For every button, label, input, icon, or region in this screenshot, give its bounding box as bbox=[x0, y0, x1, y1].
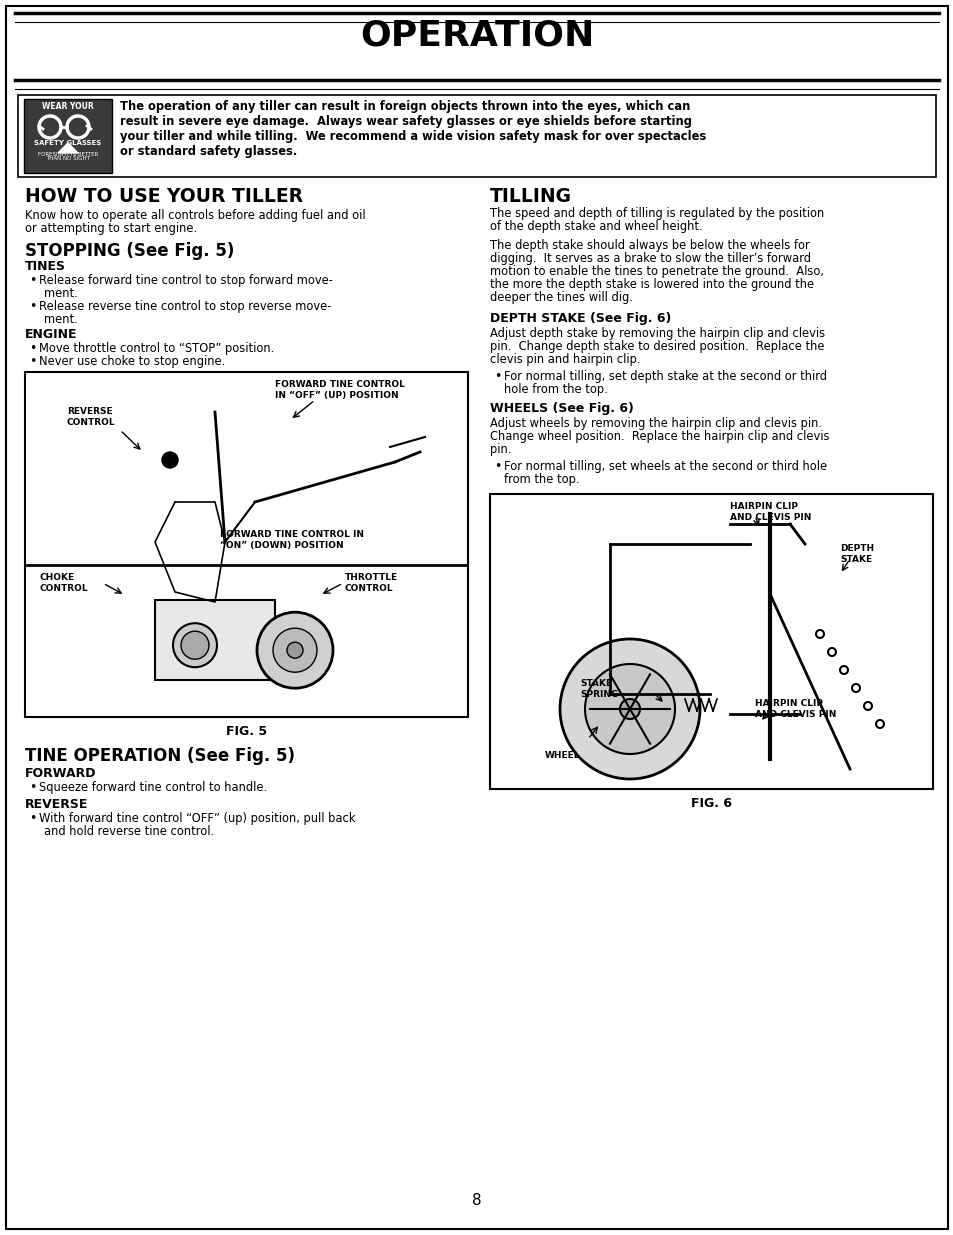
Text: result in severe eye damage.  Always wear safety glasses or eye shields before s: result in severe eye damage. Always wear… bbox=[120, 115, 691, 128]
Text: STOPPING (See Fig. 5): STOPPING (See Fig. 5) bbox=[25, 242, 234, 261]
Text: •: • bbox=[29, 274, 36, 287]
Text: motion to enable the tines to penetrate the ground.  Also,: motion to enable the tines to penetrate … bbox=[490, 266, 823, 278]
Circle shape bbox=[181, 631, 209, 659]
Text: STAKE
SPRING: STAKE SPRING bbox=[579, 679, 618, 699]
Text: FORESIGHT IS BETTER: FORESIGHT IS BETTER bbox=[38, 152, 98, 157]
Text: from the top.: from the top. bbox=[503, 473, 578, 487]
Text: •: • bbox=[29, 342, 36, 354]
Text: hole from the top.: hole from the top. bbox=[503, 383, 607, 396]
Circle shape bbox=[162, 452, 178, 468]
Text: For normal tilling, set depth stake at the second or third: For normal tilling, set depth stake at t… bbox=[503, 370, 826, 383]
Text: •: • bbox=[29, 811, 36, 825]
Text: •: • bbox=[29, 300, 36, 312]
Circle shape bbox=[619, 699, 639, 719]
Text: Know how to operate all controls before adding fuel and oil: Know how to operate all controls before … bbox=[25, 209, 365, 222]
Text: Never use choke to stop engine.: Never use choke to stop engine. bbox=[39, 354, 225, 368]
Text: •: • bbox=[29, 781, 36, 794]
Text: OPERATION: OPERATION bbox=[359, 19, 594, 52]
FancyBboxPatch shape bbox=[490, 494, 932, 789]
Circle shape bbox=[559, 638, 700, 779]
Text: DEPTH STAKE (See Fig. 6): DEPTH STAKE (See Fig. 6) bbox=[490, 312, 671, 325]
Circle shape bbox=[287, 642, 303, 658]
Text: or standard safety glasses.: or standard safety glasses. bbox=[120, 144, 297, 158]
FancyBboxPatch shape bbox=[154, 600, 274, 680]
Text: digging.  It serves as a brake to slow the tiller’s forward: digging. It serves as a brake to slow th… bbox=[490, 252, 810, 266]
Text: With forward tine control “OFF” (up) position, pull back: With forward tine control “OFF” (up) pos… bbox=[39, 811, 355, 825]
Circle shape bbox=[273, 629, 316, 672]
Text: pin.  Change depth stake to desired position.  Replace the: pin. Change depth stake to desired posit… bbox=[490, 340, 823, 353]
Text: 8: 8 bbox=[472, 1193, 481, 1208]
Circle shape bbox=[42, 119, 58, 135]
Text: CHOKE
CONTROL: CHOKE CONTROL bbox=[40, 573, 89, 593]
Text: your tiller and while tilling.  We recommend a wide vision safety mask for over : your tiller and while tilling. We recomm… bbox=[120, 130, 705, 143]
Text: The operation of any tiller can result in foreign objects thrown into the eyes, : The operation of any tiller can result i… bbox=[120, 100, 690, 112]
FancyBboxPatch shape bbox=[18, 95, 935, 177]
FancyBboxPatch shape bbox=[24, 99, 112, 173]
Text: FIG. 5: FIG. 5 bbox=[226, 725, 267, 739]
Circle shape bbox=[172, 624, 216, 667]
Text: Release reverse tine control to stop reverse move-: Release reverse tine control to stop rev… bbox=[39, 300, 331, 312]
Text: Adjust wheels by removing the hairpin clip and clevis pin.: Adjust wheels by removing the hairpin cl… bbox=[490, 417, 821, 430]
Text: Release forward tine control to stop forward move-: Release forward tine control to stop for… bbox=[39, 274, 333, 287]
Text: THAN NO SIGHT: THAN NO SIGHT bbox=[46, 156, 90, 161]
Text: TILLING: TILLING bbox=[490, 186, 572, 206]
Text: deeper the tines will dig.: deeper the tines will dig. bbox=[490, 291, 632, 304]
Text: •: • bbox=[29, 354, 36, 368]
Text: FORWARD: FORWARD bbox=[25, 767, 96, 781]
Text: The speed and depth of tilling is regulated by the position: The speed and depth of tilling is regula… bbox=[490, 207, 823, 220]
FancyBboxPatch shape bbox=[25, 372, 468, 718]
Text: FORWARD TINE CONTROL
IN “OFF” (UP) POSITION: FORWARD TINE CONTROL IN “OFF” (UP) POSIT… bbox=[274, 380, 404, 400]
Text: REVERSE
CONTROL: REVERSE CONTROL bbox=[67, 408, 115, 427]
Text: Squeeze forward tine control to handle.: Squeeze forward tine control to handle. bbox=[39, 781, 267, 794]
Text: Change wheel position.  Replace the hairpin clip and clevis: Change wheel position. Replace the hairp… bbox=[490, 430, 828, 443]
Circle shape bbox=[70, 119, 86, 135]
Text: DEPTH
STAKE: DEPTH STAKE bbox=[840, 543, 873, 564]
Text: •: • bbox=[494, 459, 501, 473]
Circle shape bbox=[256, 613, 333, 688]
Text: of the depth stake and wheel height.: of the depth stake and wheel height. bbox=[490, 220, 702, 233]
Text: and hold reverse tine control.: and hold reverse tine control. bbox=[44, 825, 213, 839]
Text: Move throttle control to “STOP” position.: Move throttle control to “STOP” position… bbox=[39, 342, 274, 354]
Text: The depth stake should always be below the wheels for: The depth stake should always be below t… bbox=[490, 240, 809, 252]
Text: TINES: TINES bbox=[25, 261, 66, 273]
Text: For normal tilling, set wheels at the second or third hole: For normal tilling, set wheels at the se… bbox=[503, 459, 826, 473]
Text: REVERSE: REVERSE bbox=[25, 798, 89, 811]
Circle shape bbox=[584, 664, 675, 755]
Text: HOW TO USE YOUR TILLER: HOW TO USE YOUR TILLER bbox=[25, 186, 303, 206]
Text: ENGINE: ENGINE bbox=[25, 329, 77, 341]
Text: ment.: ment. bbox=[44, 287, 77, 300]
Text: HAIRPIN CLIP
AND CLEVIS PIN: HAIRPIN CLIP AND CLEVIS PIN bbox=[729, 501, 810, 522]
Text: WHEELS (See Fig. 6): WHEELS (See Fig. 6) bbox=[490, 403, 633, 415]
Text: TINE OPERATION (See Fig. 5): TINE OPERATION (See Fig. 5) bbox=[25, 747, 294, 764]
Text: the more the depth stake is lowered into the ground the: the more the depth stake is lowered into… bbox=[490, 278, 813, 291]
Text: •: • bbox=[494, 370, 501, 383]
Polygon shape bbox=[58, 143, 78, 153]
Text: WEAR YOUR: WEAR YOUR bbox=[42, 103, 93, 111]
Text: THROTTLE
CONTROL: THROTTLE CONTROL bbox=[345, 573, 397, 593]
Text: pin.: pin. bbox=[490, 443, 511, 456]
Text: clevis pin and hairpin clip.: clevis pin and hairpin clip. bbox=[490, 353, 639, 366]
Text: ment.: ment. bbox=[44, 312, 77, 326]
Text: FORWARD TINE CONTROL IN
“ON” (DOWN) POSITION: FORWARD TINE CONTROL IN “ON” (DOWN) POSI… bbox=[220, 530, 364, 550]
Text: Adjust depth stake by removing the hairpin clip and clevis: Adjust depth stake by removing the hairp… bbox=[490, 327, 824, 340]
Text: FIG. 6: FIG. 6 bbox=[690, 797, 731, 810]
Text: HAIRPIN CLIP
AND CLEVIS PIN: HAIRPIN CLIP AND CLEVIS PIN bbox=[754, 699, 836, 719]
Text: or attempting to start engine.: or attempting to start engine. bbox=[25, 222, 197, 235]
Text: SAFETY GLASSES: SAFETY GLASSES bbox=[34, 140, 102, 146]
Text: WHEEL: WHEEL bbox=[544, 751, 579, 760]
